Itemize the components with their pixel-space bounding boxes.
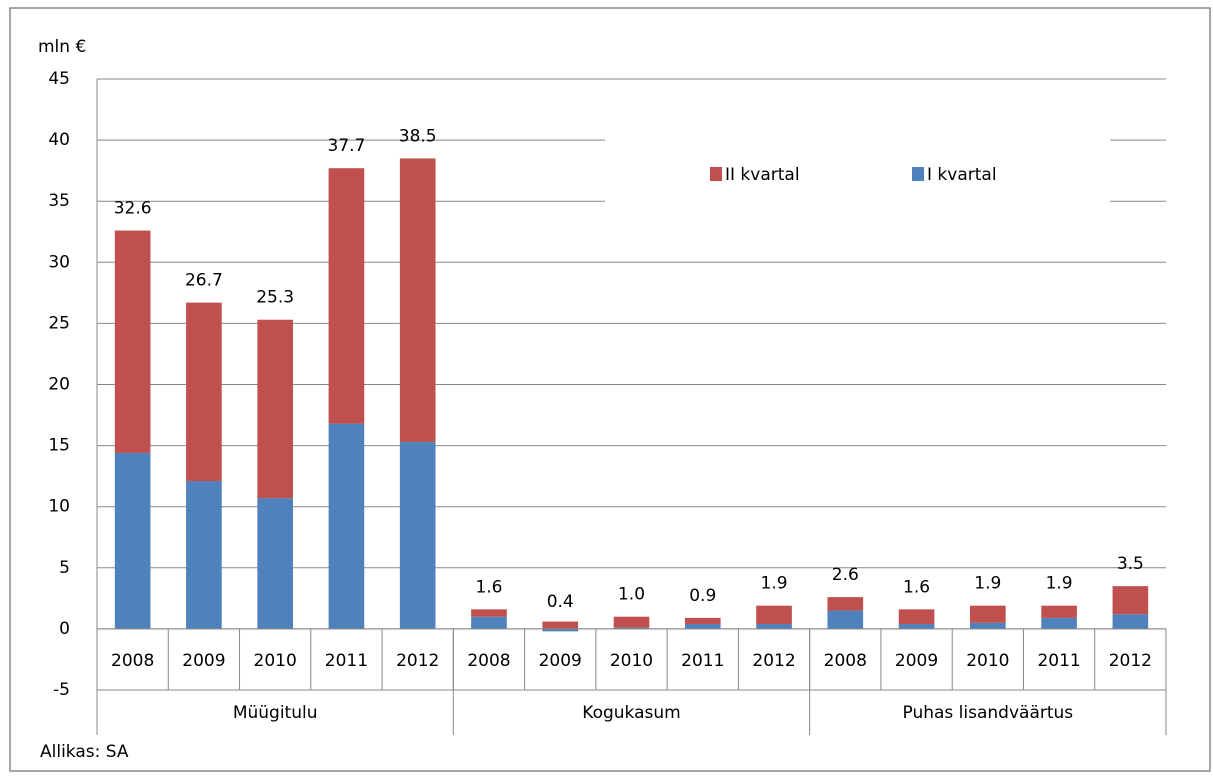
bar-segment xyxy=(613,627,650,629)
bar-segment xyxy=(1041,617,1077,629)
total-label: 1.9 xyxy=(761,574,788,594)
bar-segment xyxy=(1112,586,1149,615)
bar-segment xyxy=(257,498,293,629)
x-tick-label: 2010 xyxy=(254,651,297,671)
bar-segment xyxy=(471,609,507,617)
group-label: Müügitulu xyxy=(233,703,318,723)
x-tick-label: 2011 xyxy=(681,651,724,671)
y-tick-label: 25 xyxy=(48,313,70,333)
legend-swatch xyxy=(710,167,722,181)
x-tick-label: 2010 xyxy=(966,651,1009,671)
legend-label: I kvartal xyxy=(927,165,997,185)
legend-swatch xyxy=(912,167,924,181)
bar-segment xyxy=(328,168,365,424)
total-label: 3.5 xyxy=(1117,554,1144,574)
bar-segment xyxy=(1112,614,1149,629)
x-tick-label: 2010 xyxy=(610,651,653,671)
bar-segment xyxy=(827,597,864,611)
x-tick-label: 2012 xyxy=(1109,651,1152,671)
total-label: 1.6 xyxy=(475,577,502,597)
total-label: 37.7 xyxy=(328,136,366,156)
total-label: 1.6 xyxy=(903,577,930,597)
bar-segment xyxy=(613,616,650,628)
y-tick-label: 40 xyxy=(48,130,70,150)
legend-label: II kvartal xyxy=(725,165,800,185)
total-label: 25.3 xyxy=(256,288,294,308)
x-tick-label: 2012 xyxy=(396,651,439,671)
group-label: Puhas lisandväärtus xyxy=(903,703,1074,723)
bar-segment xyxy=(399,441,436,629)
y-tick-label: 5 xyxy=(59,558,70,578)
total-label: 0.4 xyxy=(547,592,574,612)
bar-segment xyxy=(542,628,579,632)
total-label: 32.6 xyxy=(114,199,152,219)
y-tick-label: 35 xyxy=(48,191,70,211)
bar-segment xyxy=(970,605,1006,623)
total-label: 38.5 xyxy=(399,126,437,146)
bar-segment xyxy=(1041,605,1077,618)
y-axis-label: mln € xyxy=(38,37,86,57)
total-label: 0.9 xyxy=(689,586,716,606)
y-tick-label: 20 xyxy=(48,375,70,395)
bar-segment xyxy=(898,624,935,629)
x-tick-label: 2009 xyxy=(182,651,225,671)
bar-segment xyxy=(684,617,721,625)
bar-segment xyxy=(186,302,222,482)
bar-segment xyxy=(756,624,792,629)
y-tick-label: 45 xyxy=(48,69,70,89)
y-tick-label: -5 xyxy=(53,680,70,700)
bar-segment xyxy=(186,481,222,629)
bar-segment xyxy=(399,158,436,442)
bar-segment xyxy=(827,610,864,629)
x-tick-label: 2008 xyxy=(467,651,510,671)
total-label: 1.9 xyxy=(1046,574,1073,594)
bar-segment xyxy=(114,230,151,453)
bar-segment xyxy=(684,624,721,629)
x-tick-label: 2008 xyxy=(824,651,867,671)
bar-segment xyxy=(257,319,293,499)
x-tick-label: 2008 xyxy=(111,651,154,671)
bar-segment xyxy=(756,605,792,625)
x-tick-label: 2011 xyxy=(325,651,368,671)
total-label: 26.7 xyxy=(185,271,223,291)
y-tick-label: 15 xyxy=(48,436,70,456)
y-tick-label: 0 xyxy=(59,619,70,639)
total-label: 1.9 xyxy=(974,574,1001,594)
bar-segment xyxy=(114,452,151,629)
x-tick-label: 2011 xyxy=(1037,651,1080,671)
bar-segment xyxy=(471,616,507,629)
y-tick-label: 30 xyxy=(48,252,70,272)
bar-segment xyxy=(970,622,1006,629)
total-label: 2.6 xyxy=(832,565,859,585)
group-label: Kogukasum xyxy=(582,703,680,723)
legend-box xyxy=(605,118,1110,203)
y-tick-label: 10 xyxy=(48,497,70,517)
x-tick-label: 2009 xyxy=(539,651,582,671)
bar-segment xyxy=(328,423,365,629)
x-tick-label: 2009 xyxy=(895,651,938,671)
total-label: 1.0 xyxy=(618,585,645,605)
source: Allikas: SA xyxy=(40,742,129,762)
bar-segment xyxy=(898,609,935,625)
x-tick-label: 2012 xyxy=(752,651,795,671)
bar-segment xyxy=(542,621,579,629)
